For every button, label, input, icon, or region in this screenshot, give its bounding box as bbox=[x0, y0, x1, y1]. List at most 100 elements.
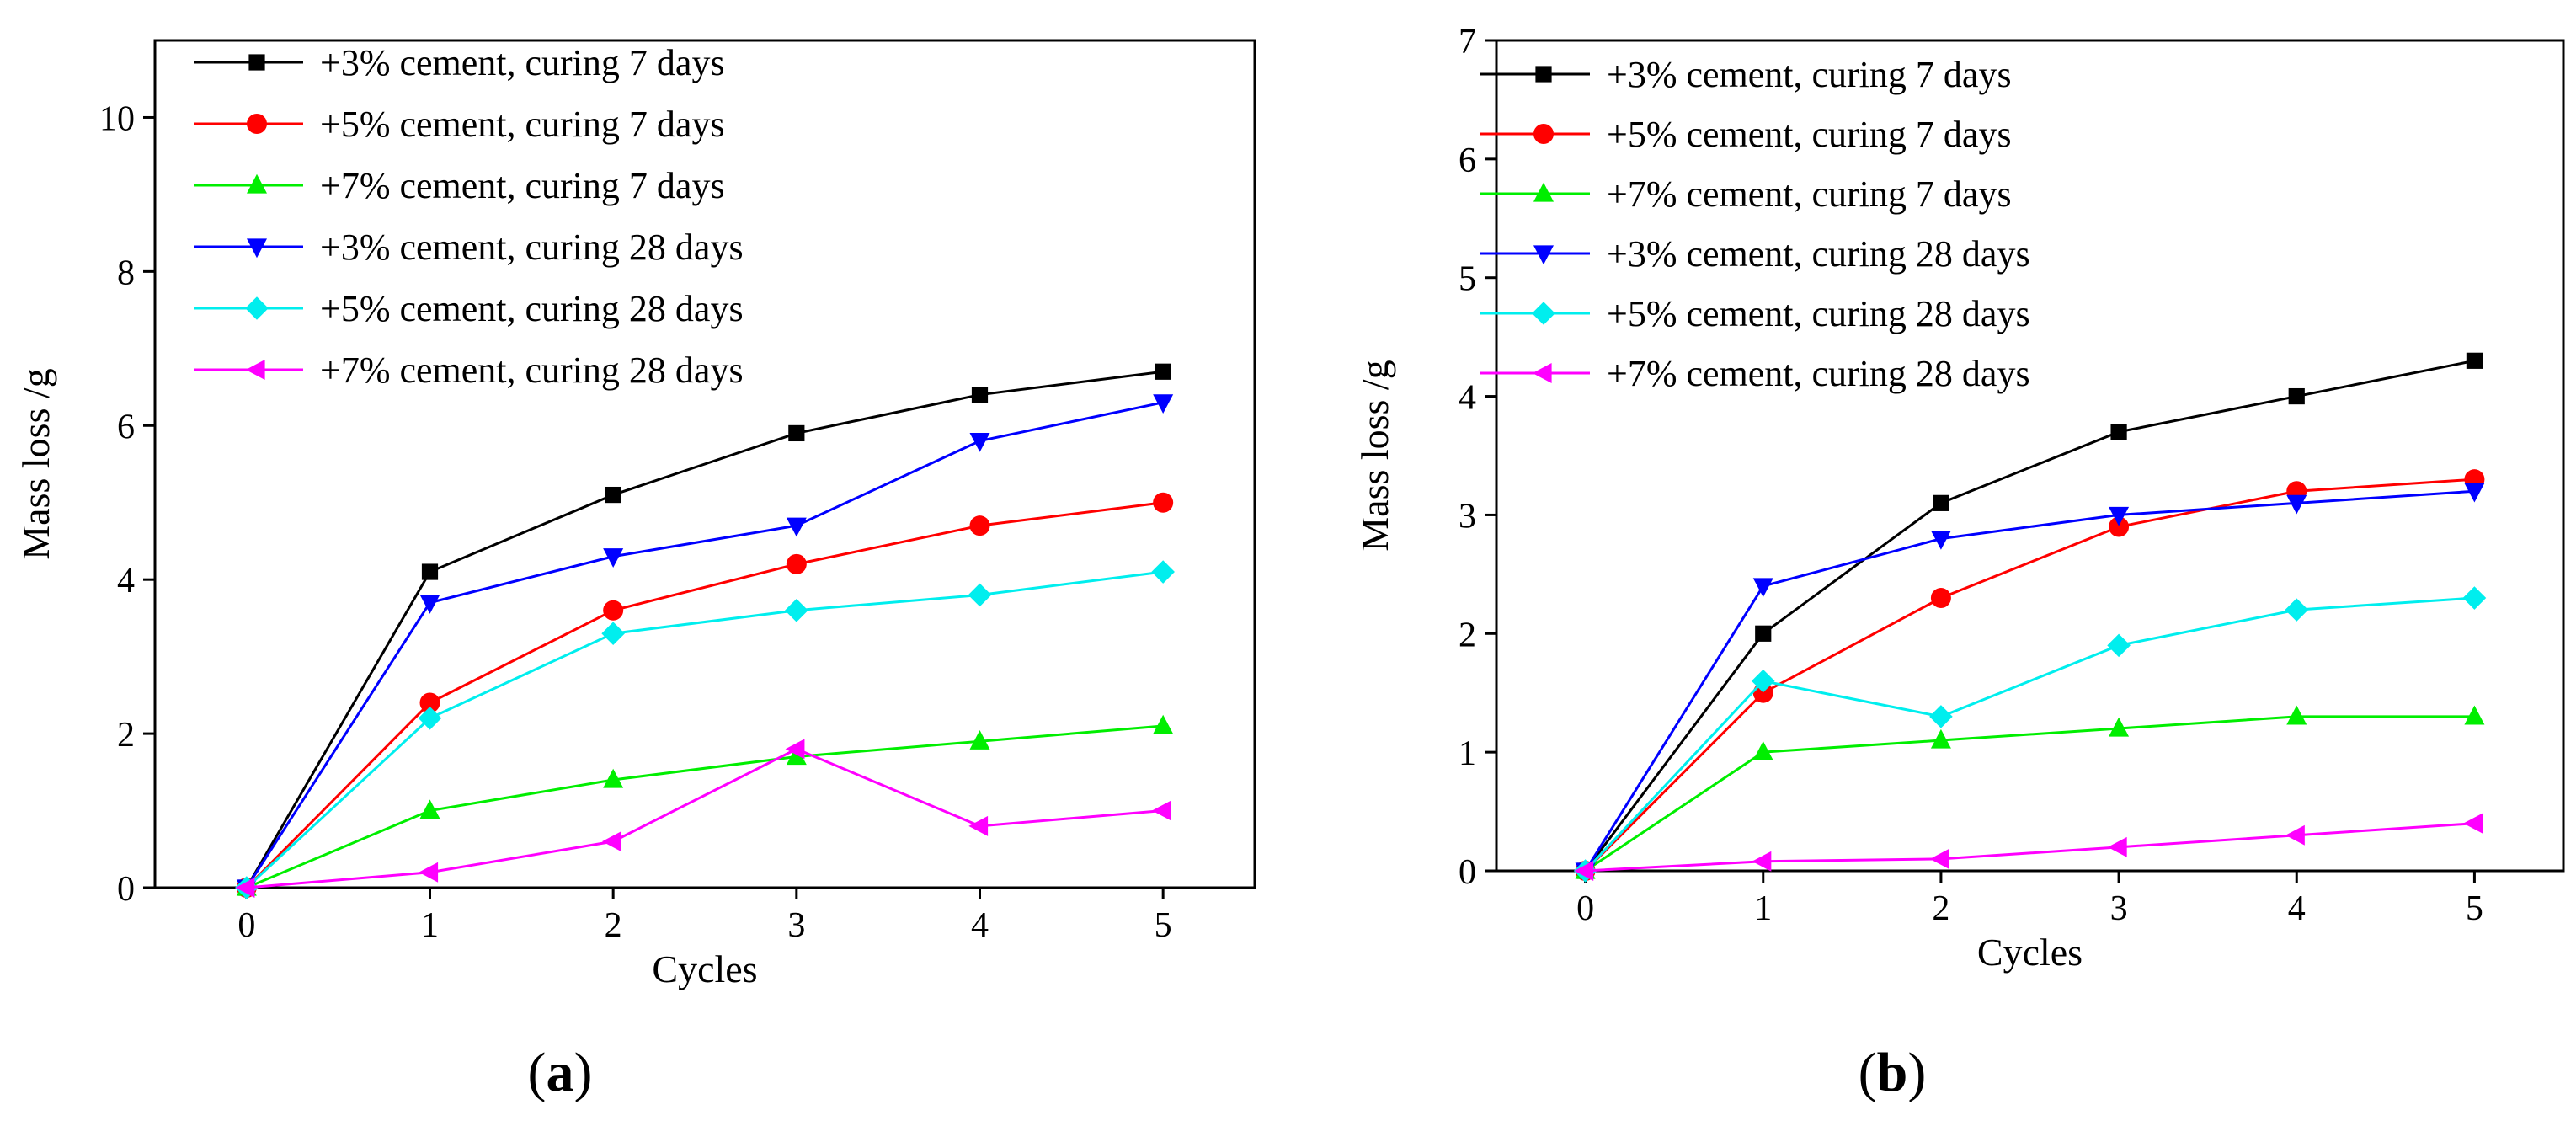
data-point-s1-x5 bbox=[1155, 363, 1171, 380]
y-tick-label: 8 bbox=[117, 253, 135, 292]
x-axis-title: Cycles bbox=[1977, 931, 2083, 974]
series-line-5 bbox=[245, 570, 1164, 889]
series-line-4 bbox=[1584, 489, 2475, 872]
data-point-s6-x3 bbox=[785, 739, 805, 760]
legend-label-6: +7% cement, curing 28 days bbox=[1607, 353, 2030, 394]
y-tick-label: 2 bbox=[117, 716, 135, 755]
data-point-s5-x5 bbox=[2462, 586, 2487, 610]
data-point-s5-x3 bbox=[785, 598, 808, 622]
series-line-2 bbox=[1584, 478, 2475, 873]
data-point-s1-x2 bbox=[1933, 494, 1949, 511]
series-line-3 bbox=[246, 724, 1164, 889]
legend-marker-2 bbox=[1533, 124, 1554, 144]
legend-marker-1 bbox=[248, 54, 265, 71]
data-point-s1-x4 bbox=[2288, 387, 2305, 405]
legend-marker-1 bbox=[1535, 66, 1552, 83]
data-point-s6-x5 bbox=[2463, 813, 2483, 834]
legend-label-4: +3% cement, curing 28 days bbox=[1607, 233, 2030, 275]
legend-label-4: +3% cement, curing 28 days bbox=[320, 227, 744, 268]
x-tick-label: 4 bbox=[971, 906, 989, 945]
series-line-6 bbox=[246, 747, 1164, 889]
data-point-s5-x2 bbox=[601, 622, 625, 645]
data-point-s5-x4 bbox=[968, 583, 992, 607]
data-point-s4-x5 bbox=[1153, 394, 1174, 414]
data-point-s6-x4 bbox=[2285, 824, 2305, 846]
x-tick-label: 5 bbox=[2466, 889, 2483, 928]
data-point-s5-x1 bbox=[418, 707, 442, 730]
data-point-s4-x4 bbox=[969, 432, 990, 452]
legend-marker-6 bbox=[245, 360, 265, 380]
series-line-6 bbox=[1585, 822, 2475, 873]
data-point-s4-x2 bbox=[603, 548, 624, 568]
legend-marker-6 bbox=[1532, 363, 1552, 383]
legend-label-2: +5% cement, curing 7 days bbox=[1607, 114, 2012, 155]
legend-marker-3 bbox=[247, 173, 267, 194]
legend-label-3: +7% cement, curing 7 days bbox=[1607, 173, 2012, 215]
plot-frame bbox=[153, 39, 1256, 889]
data-point-s2-x1 bbox=[419, 692, 440, 713]
x-tick-label: 3 bbox=[787, 906, 805, 945]
data-point-s6-x2 bbox=[601, 831, 621, 852]
data-point-s3-x1 bbox=[419, 799, 440, 819]
legend-marker-4 bbox=[247, 238, 267, 259]
y-tick-label: 1 bbox=[1459, 734, 1476, 773]
data-point-s5-x1 bbox=[1751, 669, 1775, 693]
data-point-s6-x1 bbox=[1752, 851, 1772, 872]
y-tick-label: 3 bbox=[1459, 497, 1476, 536]
legend-marker-2 bbox=[247, 114, 267, 134]
data-point-s1-x2 bbox=[605, 486, 621, 504]
data-point-s1-x1 bbox=[421, 563, 439, 580]
data-point-s2-x3 bbox=[2109, 516, 2130, 537]
x-tick-label: 3 bbox=[2110, 889, 2128, 928]
y-tick-label: 7 bbox=[1459, 23, 1476, 61]
data-point-s6-x4 bbox=[968, 815, 989, 836]
data-point-s1-x5 bbox=[2466, 352, 2483, 369]
data-point-s1-x4 bbox=[971, 387, 989, 403]
x-tick-label: 2 bbox=[605, 906, 622, 945]
data-point-s4-x1 bbox=[419, 595, 440, 614]
data-point-s3-x4 bbox=[2286, 705, 2307, 725]
legend-label-2: +5% cement, curing 7 days bbox=[320, 104, 725, 145]
y-tick-label: 4 bbox=[117, 562, 135, 600]
data-point-s6-x5 bbox=[1151, 800, 1171, 821]
data-point-s3-x2 bbox=[603, 768, 624, 788]
data-point-s6-x1 bbox=[419, 862, 439, 883]
data-point-s5-x5 bbox=[1151, 560, 1175, 584]
y-tick-label: 6 bbox=[117, 408, 135, 446]
x-tick-label: 2 bbox=[1932, 889, 1949, 928]
x-tick-label: 1 bbox=[1754, 889, 1772, 928]
y-tick-label: 4 bbox=[1459, 379, 1476, 418]
legend-label-5: +5% cement, curing 28 days bbox=[320, 288, 744, 329]
y-axis-title: Mass loss /g bbox=[1353, 360, 1396, 551]
series-line-1 bbox=[245, 370, 1164, 889]
data-point-s3-x5 bbox=[1153, 714, 1174, 734]
data-point-s3-x3 bbox=[786, 745, 807, 766]
data-point-s3-x4 bbox=[969, 730, 990, 750]
chart-panel-a: 0 1 2 3 4 5 0 2 4 6 8 10 Cycles Mass loss /g +3% cemen… bbox=[14, 39, 1256, 1103]
data-point-s4-x5 bbox=[2464, 483, 2485, 503]
x-tick-label: 0 bbox=[1576, 889, 1594, 928]
legend-marker-4 bbox=[1533, 245, 1554, 265]
data-point-s3-x2 bbox=[1930, 728, 1951, 749]
y-tick-label: 6 bbox=[1459, 141, 1476, 180]
legend-marker-3 bbox=[1533, 182, 1554, 202]
data-point-s4-x3 bbox=[786, 517, 807, 537]
y-tick-label: 0 bbox=[117, 870, 135, 909]
panel-label: (a) bbox=[528, 1042, 593, 1103]
data-point-s4-x2 bbox=[1930, 531, 1951, 550]
series-line-5 bbox=[1584, 596, 2475, 873]
legend-label-1: +3% cement, curing 7 days bbox=[320, 42, 725, 83]
data-point-s6-x0 bbox=[235, 878, 255, 898]
series-line-4 bbox=[245, 401, 1164, 889]
x-tick-label: 4 bbox=[2288, 889, 2306, 928]
legend-label-3: +7% cement, curing 7 days bbox=[320, 165, 725, 206]
legend-label-1: +3% cement, curing 7 days bbox=[1607, 54, 2012, 95]
data-point-s3-x3 bbox=[2109, 717, 2130, 737]
data-point-s3-x5 bbox=[2464, 705, 2485, 725]
data-point-s6-x3 bbox=[2107, 836, 2127, 857]
legend-marker-5 bbox=[245, 296, 269, 320]
y-axis-title: Mass loss /g bbox=[14, 368, 57, 559]
x-tick-label: 0 bbox=[237, 906, 255, 945]
series-line-3 bbox=[1584, 715, 2475, 873]
